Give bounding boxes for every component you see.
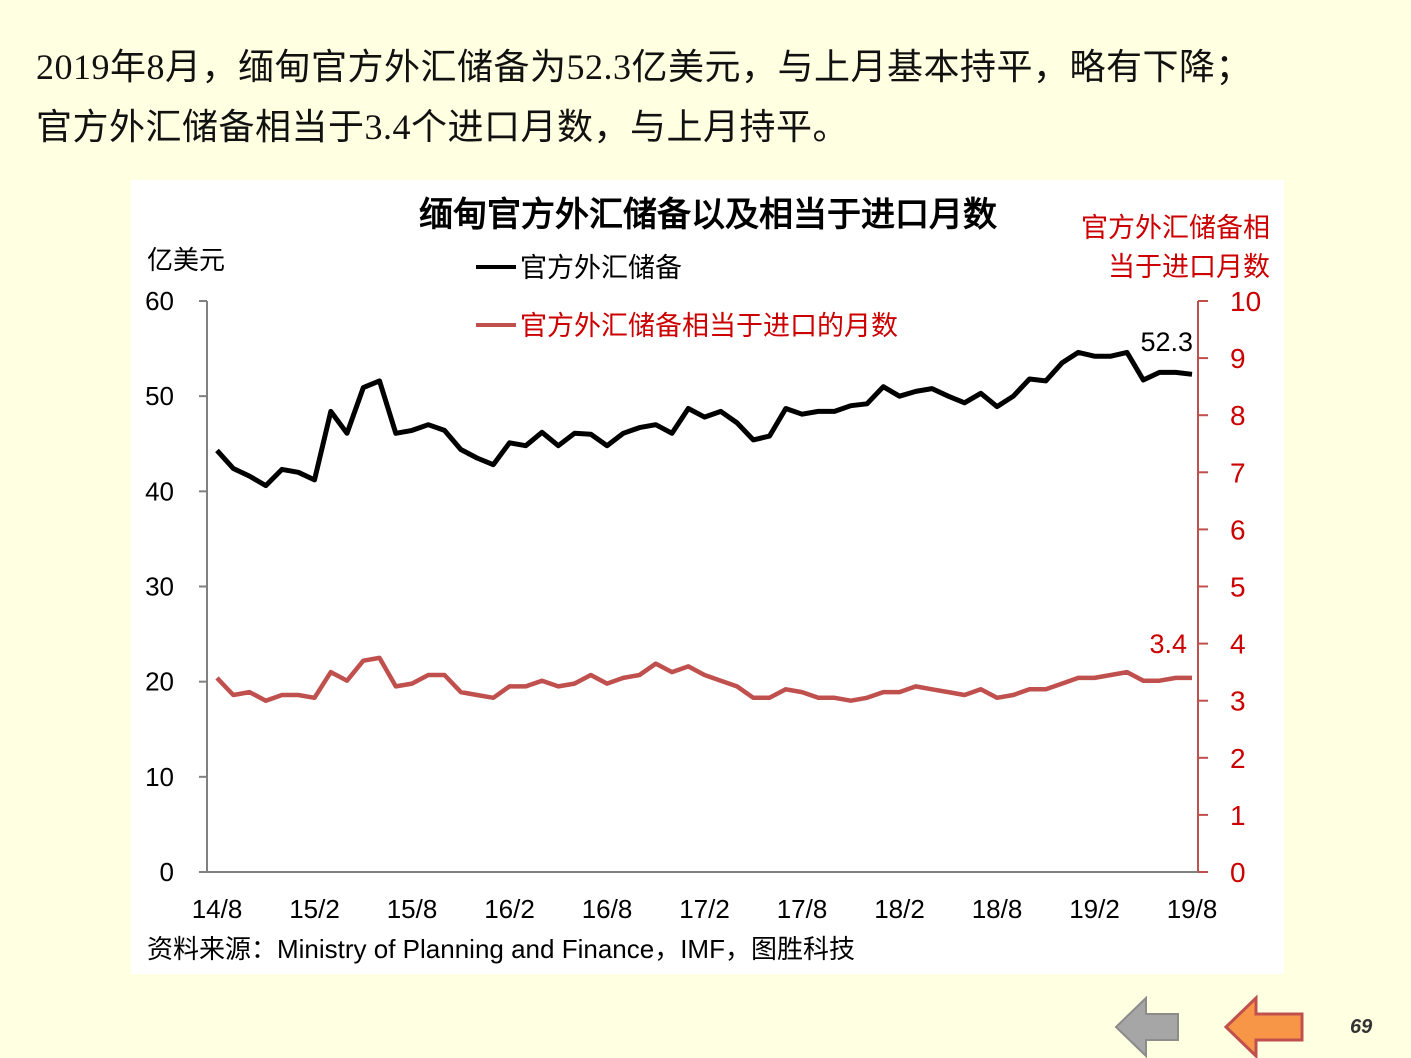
left-tick-label: 60 [145,286,174,316]
left-tick-label: 50 [145,381,174,411]
page-number: 69 [1350,1016,1373,1038]
left-tick-label: 20 [145,667,174,697]
right-tick-label: 2 [1230,743,1246,774]
right-axis-label-line-1: 官方外汇储备相 [1081,213,1270,243]
right-tick-label: 10 [1230,286,1261,317]
legend-label-reserves: 官方外汇储备 [520,253,682,283]
orange-left-arrow-icon [1223,994,1304,1058]
x-tick-label: 19/8 [1167,894,1218,924]
x-tick-label: 15/2 [289,894,340,924]
chart-area [131,180,1284,974]
right-tick-label: 5 [1230,572,1246,603]
right-tick-label: 0 [1230,857,1246,888]
right-tick-label: 1 [1230,800,1246,831]
left-axis-label: 亿美元 [147,245,225,275]
end-label-import-months: 3.4 [1149,629,1187,659]
source-note: 资料来源：Ministry of Planning and Finance，IM… [147,934,855,964]
x-tick-label: 19/2 [1069,894,1120,924]
x-tick-label: 14/8 [192,894,243,924]
right-axis-label-line-2: 当于进口月数 [1108,252,1270,282]
x-tick-label: 17/8 [777,894,828,924]
gray-left-arrow-icon [1114,995,1179,1058]
end-label-reserves: 52.3 [1140,327,1193,357]
right-tick-label: 8 [1230,400,1246,431]
x-tick-label: 18/2 [874,894,925,924]
left-tick-label: 40 [145,476,174,506]
x-tick-label: 18/8 [972,894,1023,924]
left-tick-label: 10 [145,762,174,792]
right-tick-label: 6 [1230,514,1246,545]
x-tick-label: 16/2 [484,894,535,924]
right-tick-label: 9 [1230,343,1246,374]
series-line-reserves [215,349,1193,489]
series-line-import-months [215,655,1192,703]
prev-slide-button[interactable] [1114,995,1179,1058]
legend-label-import-months: 官方外汇储备相当于进口的月数 [520,311,898,341]
left-tick-label: 30 [145,572,174,602]
right-tick-label: 3 [1230,686,1246,717]
x-tick-label: 15/8 [387,894,438,924]
x-tick-label: 17/2 [679,894,730,924]
chart-title: 缅甸官方外汇储备以及相当于进口月数 [419,196,997,234]
right-tick-label: 7 [1230,457,1246,488]
back-button[interactable] [1223,994,1304,1058]
headline-line-1: 2019年8月，缅甸官方外汇储备为52.3亿美元，与上月基本持平，略有下降； [36,47,1253,87]
left-tick-label: 0 [160,857,174,887]
x-tick-label: 16/8 [582,894,633,924]
headline-line-2: 官方外汇储备相当于3.4个进口月数，与上月持平。 [36,107,850,147]
right-tick-label: 4 [1230,629,1246,660]
